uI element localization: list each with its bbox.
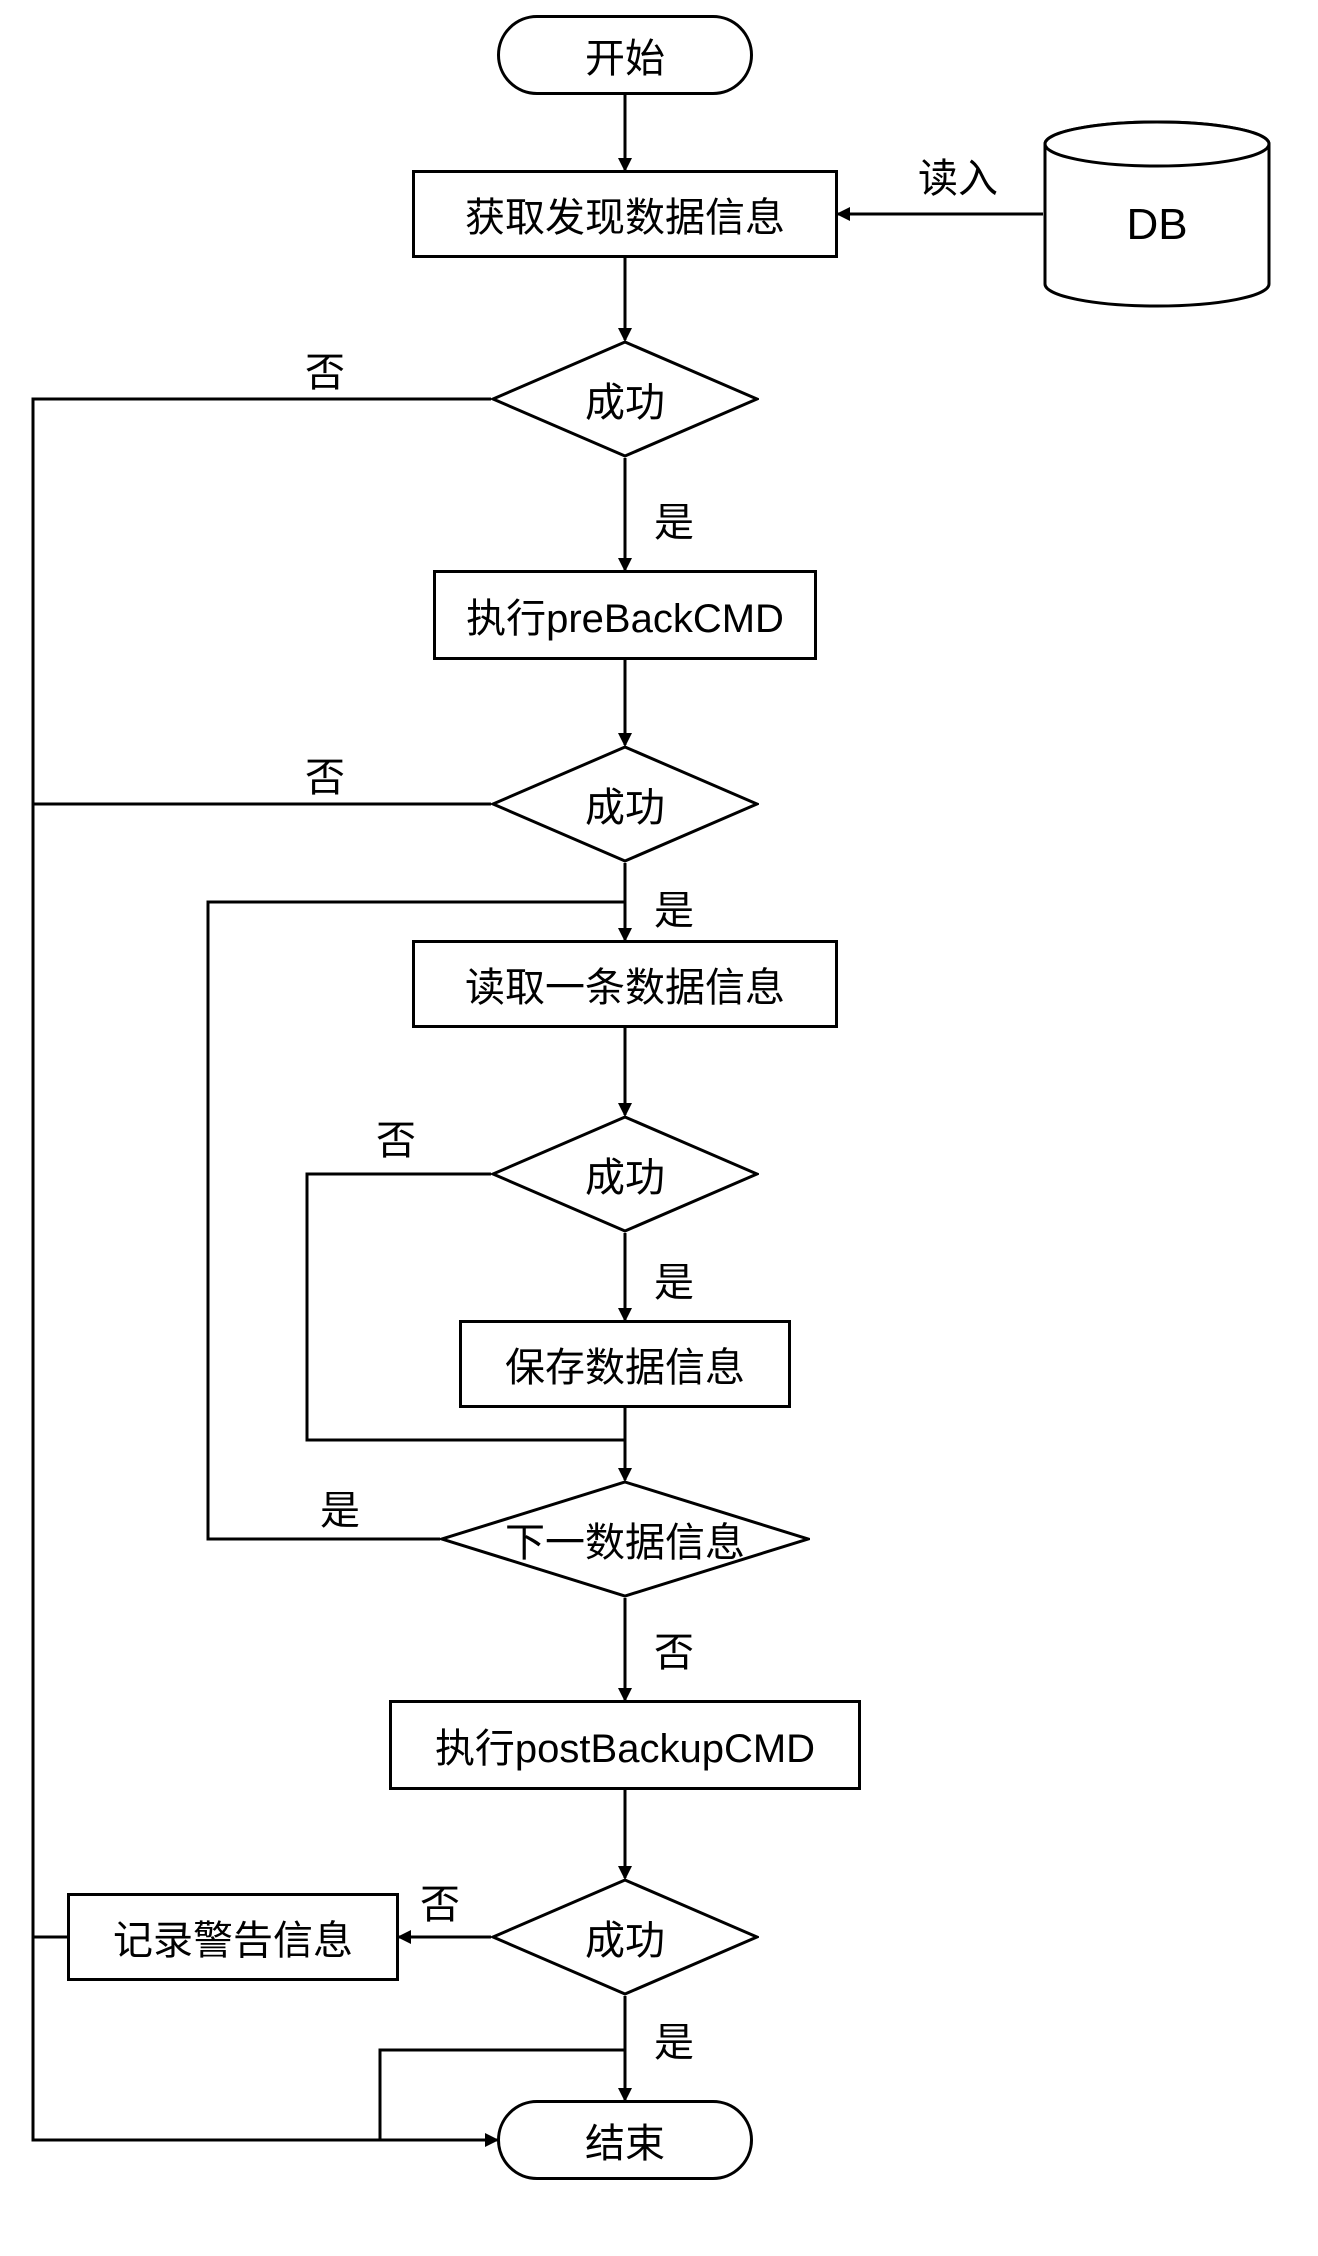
save-label: 保存数据信息 (505, 1335, 745, 1393)
log-node: 记录警告信息 (67, 1893, 399, 1981)
edge-label-lbl_d3_yes: 是 (654, 1250, 694, 1308)
post-node: 执行postBackupCMD (389, 1700, 861, 1790)
post-label: 执行postBackupCMD (435, 1716, 815, 1774)
edge-label-lbl_readin: 读入 (918, 146, 998, 204)
db-node: DB (1043, 120, 1271, 308)
d3-node: 成功 (491, 1115, 759, 1233)
d2-label: 成功 (585, 775, 665, 833)
edge-label-lbl_d4_no: 否 (654, 1620, 694, 1678)
edge-label-lbl_d4_yes: 是 (320, 1478, 360, 1536)
edge-label-lbl_d3_no: 否 (376, 1108, 416, 1166)
d1-node: 成功 (491, 340, 759, 458)
getdata-node: 获取发现数据信息 (412, 170, 838, 258)
db-label: DB (1126, 200, 1187, 250)
read-node: 读取一条数据信息 (412, 940, 838, 1028)
edge-label-lbl_d5_yes: 是 (654, 2010, 694, 2068)
start-label: 开始 (585, 26, 665, 84)
flowchart-canvas: 开始获取发现数据信息DB成功执行preBackCMD成功读取一条数据信息成功保存… (0, 0, 1318, 2256)
d2-node: 成功 (491, 745, 759, 863)
edge-label-lbl_d2_yes: 是 (654, 878, 694, 936)
end-node: 结束 (497, 2100, 753, 2180)
getdata-label: 获取发现数据信息 (465, 185, 785, 243)
d5-node: 成功 (491, 1878, 759, 1996)
pre-node: 执行preBackCMD (433, 570, 817, 660)
d1-label: 成功 (585, 370, 665, 428)
log-label: 记录警告信息 (113, 1908, 353, 1966)
d4-label: 下一数据信息 (505, 1510, 745, 1568)
pre-label: 执行preBackCMD (466, 586, 784, 644)
edge-label-lbl_d5_no: 否 (420, 1872, 460, 1930)
d4-node: 下一数据信息 (440, 1480, 810, 1598)
read-label: 读取一条数据信息 (465, 955, 785, 1013)
edge-label-lbl_d1_yes: 是 (654, 490, 694, 548)
save-node: 保存数据信息 (459, 1320, 791, 1408)
edge-label-lbl_d1_no: 否 (305, 340, 345, 398)
d3-label: 成功 (585, 1145, 665, 1203)
d5-label: 成功 (585, 1908, 665, 1966)
end-label: 结束 (585, 2111, 665, 2169)
start-node: 开始 (497, 15, 753, 95)
edge-label-lbl_d2_no: 否 (305, 745, 345, 803)
